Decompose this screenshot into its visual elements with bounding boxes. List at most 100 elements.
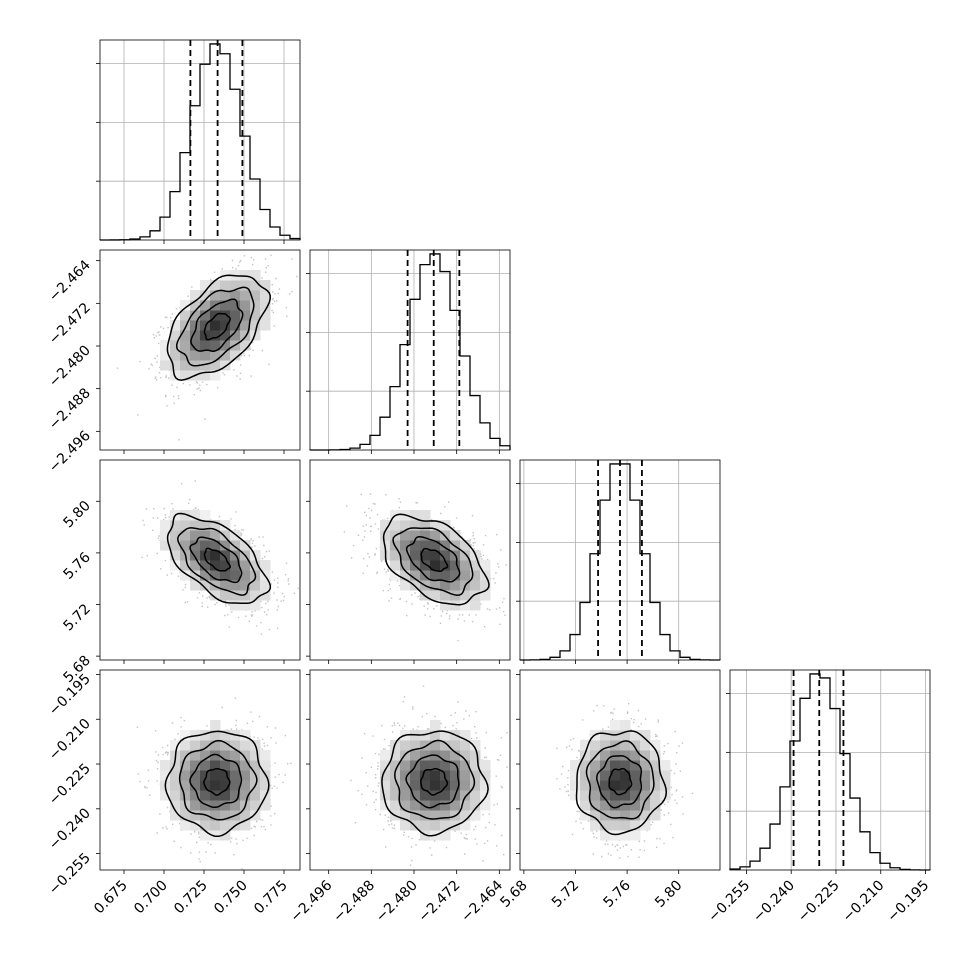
density-cell: [190, 560, 201, 571]
density-cell: [420, 540, 431, 551]
density-cell: [610, 750, 621, 761]
density-cell: [470, 580, 481, 591]
density-cell: [400, 800, 411, 811]
density-cell: [200, 340, 211, 351]
density-cell: [610, 830, 621, 841]
density-cell: [210, 800, 221, 811]
density-cell: [210, 820, 221, 831]
density-cell: [390, 790, 401, 801]
density-cell: [580, 750, 591, 761]
histogram-bar: [780, 787, 790, 870]
density-cell: [200, 350, 211, 361]
contour-line: [189, 753, 243, 809]
density-cell: [650, 800, 661, 811]
density-cell: [400, 810, 411, 821]
density-cell: [190, 810, 201, 821]
density-cell: [580, 780, 591, 791]
histogram-bar: [660, 635, 670, 660]
density-cell: [180, 730, 191, 741]
density-cell: [180, 820, 191, 831]
density-cell: [410, 770, 421, 781]
density-cell: [240, 780, 251, 791]
density-cell: [410, 510, 421, 521]
density-cell: [480, 770, 491, 781]
density-cell: [470, 780, 481, 791]
density-cell: [400, 580, 411, 591]
density-cell: [180, 790, 191, 801]
density-cell: [440, 800, 451, 811]
density-cell: [570, 790, 581, 801]
density-cell: [650, 740, 661, 751]
density-cell: [180, 570, 191, 581]
density-cell: [460, 800, 471, 811]
density-cell: [580, 790, 591, 801]
density-cell: [430, 550, 441, 561]
density-cell: [240, 790, 251, 801]
density-cell: [420, 810, 431, 821]
density-cell: [440, 600, 451, 611]
density-cell: [600, 780, 611, 791]
density-cell: [210, 830, 221, 841]
density-cell: [640, 750, 651, 761]
x-tick-label: −2.480: [373, 878, 421, 926]
y-tick-label: −2.464: [46, 257, 94, 305]
density-cell: [190, 750, 201, 761]
histogram-bar: [420, 265, 430, 450]
density-cell: [210, 730, 221, 741]
density-cell: [180, 310, 191, 321]
histogram-bar: [860, 832, 870, 870]
density-cell: [220, 780, 231, 791]
density-cell: [630, 760, 641, 771]
density-cell: [210, 560, 221, 571]
density-cell: [380, 760, 391, 771]
density-cell: [170, 330, 181, 341]
density-cell: [450, 530, 461, 541]
density-cell: [620, 810, 631, 821]
histogram-bar: [360, 444, 370, 450]
density-cell: [170, 320, 181, 331]
density-cell: [190, 310, 201, 321]
scatter-area: [136, 697, 292, 870]
density-cell: [230, 800, 241, 811]
density-cell: [260, 280, 271, 291]
density-cell: [240, 770, 251, 781]
density-cell: [250, 790, 261, 801]
histogram-bar: [200, 64, 210, 240]
density-cell: [390, 550, 401, 561]
density-cell: [390, 750, 401, 761]
density-cell: [580, 810, 591, 821]
density-cell: [570, 760, 581, 771]
contour-line: [175, 286, 255, 367]
x-tick-label: 0.725: [171, 878, 211, 918]
density-cell: [630, 830, 641, 841]
density-cell: [190, 770, 201, 781]
density-cell: [190, 790, 201, 801]
panel-frame: [99, 459, 301, 661]
density-cell: [460, 750, 471, 761]
density-cell: [240, 590, 251, 601]
density-cell: [420, 820, 431, 831]
density-cell: [640, 730, 651, 741]
density-cell: [590, 820, 601, 831]
density-cell: [630, 780, 641, 791]
density-cell: [620, 760, 631, 771]
density-cell: [440, 560, 451, 571]
density-cell: [430, 540, 441, 551]
density-cell: [190, 550, 201, 561]
contour-line: [420, 547, 449, 572]
density-cell: [180, 360, 191, 371]
contour-line: [164, 730, 270, 838]
density-cell: [620, 780, 631, 791]
density-cell: [580, 760, 591, 771]
density-cell: [220, 580, 231, 591]
density-cell: [200, 370, 211, 381]
density-cell: [450, 570, 461, 581]
histogram-bar: [760, 848, 770, 870]
y-tick-label: −0.225: [46, 761, 94, 809]
density-cell: [590, 800, 601, 811]
density-cell: [230, 580, 241, 591]
density-cell: [200, 310, 211, 321]
density-cell: [480, 800, 491, 811]
density-cell: [430, 760, 441, 771]
